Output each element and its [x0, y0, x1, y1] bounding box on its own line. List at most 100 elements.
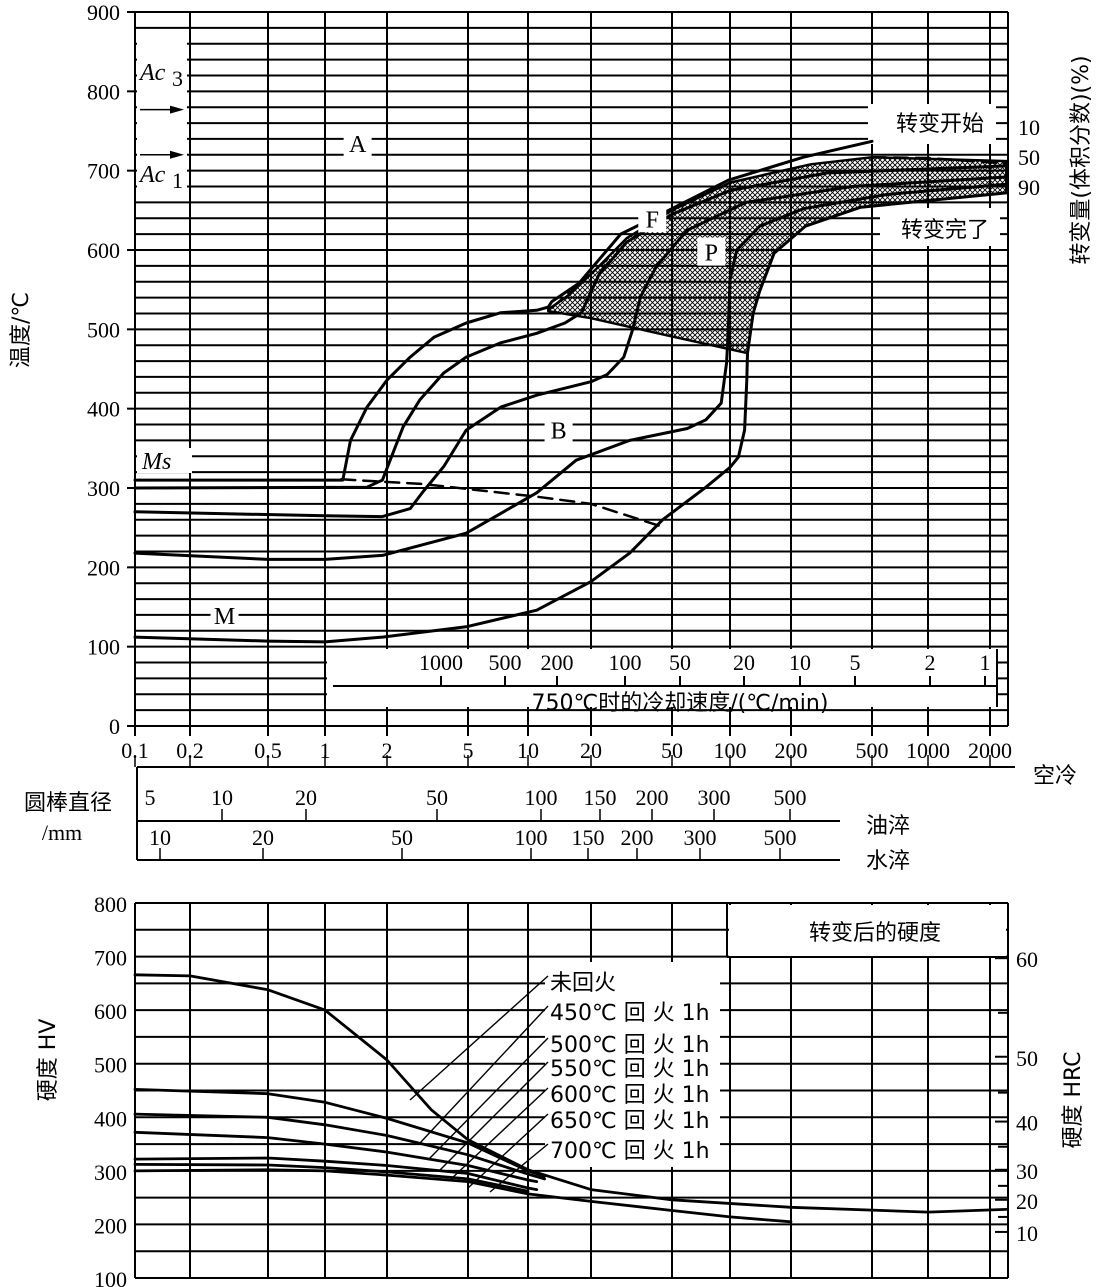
- region-label-M: M: [214, 604, 235, 630]
- series-line-curve-2: [133, 164, 1008, 490]
- percent-label: 90: [1018, 175, 1040, 200]
- water-quench-label: 水淬: [866, 849, 910, 874]
- hardness-curve: [133, 973, 1008, 1214]
- region-label-box: [638, 204, 667, 233]
- arrow-right-icon: [170, 150, 184, 159]
- dashed-line-ms-line: [340, 478, 664, 529]
- legend-leader-line: [489, 1143, 549, 1193]
- legend-label-2: 500℃ 回 火 1h: [550, 1033, 710, 1058]
- water-diameter-label: 150: [572, 825, 605, 850]
- y-tick-label: 600: [87, 238, 120, 263]
- oil-diameter-label: 5: [145, 785, 156, 810]
- hrc-tick-label: 40: [1016, 1111, 1038, 1136]
- critical-point-label: Ac: [138, 60, 166, 86]
- cooling-rate-label: 1000: [419, 650, 463, 675]
- legend-label-5: 650℃ 回 火 1h: [550, 1109, 710, 1134]
- hardness-title: 转变后的硬度: [809, 921, 941, 946]
- region-label-A: A: [349, 132, 367, 158]
- y-tick-label: 400: [94, 1106, 127, 1131]
- critical-point-subscript: 1: [172, 168, 183, 193]
- hrc-tick-label: 10: [1016, 1221, 1038, 1246]
- x-tick-label: 2: [382, 738, 393, 763]
- percent-label: 10: [1018, 115, 1040, 140]
- region-label-box: [697, 237, 726, 266]
- legend-leader-line: [449, 1087, 549, 1181]
- hardness-curve: [133, 1130, 539, 1183]
- water-diameter-label: 20: [252, 825, 274, 850]
- region-label-F: F: [646, 207, 659, 233]
- series-line-curve-1: [133, 305, 550, 482]
- region-label-box: [343, 128, 372, 157]
- oil-diameter-label: 500: [774, 785, 807, 810]
- region-label-box: [544, 415, 573, 444]
- legend-leader-line: [409, 975, 549, 1101]
- hardness-curve: [133, 1163, 530, 1193]
- dashed-line-bainite-upper-line: [550, 258, 609, 310]
- right-axis-title: 转变量(体积分数)(%): [1069, 55, 1094, 264]
- region-label-box: [210, 600, 239, 629]
- water-diameter-label: 50: [391, 825, 413, 850]
- region-label-B: B: [551, 418, 567, 444]
- air-cooling-label: 空冷: [1033, 764, 1077, 789]
- legend-label-0: 未回火: [550, 971, 616, 996]
- y-tick-label: 600: [94, 999, 127, 1024]
- critical-point-subscript: 3: [172, 66, 183, 91]
- critical-point-box: [137, 40, 187, 190]
- cooling-rate-label: 5: [850, 650, 861, 675]
- legend-label-1: 450℃ 回 火 1h: [550, 1001, 710, 1026]
- start-label-box: [868, 104, 996, 144]
- oil-diameter-label: 300: [698, 785, 731, 810]
- percent-label: 50: [1018, 145, 1040, 170]
- oil-quench-label: 油淬: [866, 814, 910, 839]
- water-diameter-label: 500: [764, 825, 797, 850]
- y-tick-label: 400: [87, 397, 120, 422]
- legend-label-3: 550℃ 回 火 1h: [550, 1057, 710, 1082]
- hardness-curve: [133, 1156, 539, 1191]
- ms-label-box: [137, 448, 192, 473]
- y-tick-label: 800: [94, 892, 127, 917]
- y-tick-label: 100: [87, 635, 120, 660]
- hrc-tick-label: 50: [1016, 1046, 1038, 1071]
- x-tick-label: 50: [661, 738, 683, 763]
- cooling-rate-title: 750℃时的冷却速度/(℃/min): [532, 691, 829, 716]
- bar-diameter-label: 圆棒直径: [24, 791, 112, 816]
- hardness-curve: [133, 1168, 793, 1224]
- transformation-start-label: 转变开始: [896, 112, 984, 137]
- critical-point-label: Ac: [138, 162, 166, 188]
- transformation-finish-label: 转变完了: [901, 218, 989, 243]
- oil-diameter-label: 20: [295, 785, 317, 810]
- y-tick-label: 900: [87, 0, 120, 25]
- series-line-curve-5: [133, 191, 1008, 644]
- water-diameter-label: 200: [621, 825, 654, 850]
- water-diameter-label: 10: [149, 825, 171, 850]
- y-tick-label: 200: [94, 1213, 127, 1238]
- title-box: [729, 905, 1006, 956]
- legend-label-6: 700℃ 回 火 1h: [550, 1139, 710, 1164]
- hrc-tick-label: 20: [1016, 1189, 1038, 1214]
- cooling-rate-label: 200: [541, 650, 574, 675]
- y-tick-label: 300: [87, 476, 120, 501]
- legend-leader-line: [419, 1005, 549, 1144]
- y-tick-label: 700: [87, 159, 120, 184]
- hardness-curve: [133, 1088, 546, 1178]
- y-tick-label: 100: [94, 1267, 127, 1287]
- x-tick-label: 1: [320, 738, 331, 763]
- legend-leader-line: [439, 1061, 549, 1171]
- cooling-rate-label: 2: [925, 650, 936, 675]
- hardness-curve: [133, 1112, 546, 1181]
- y-tick-label: 500: [94, 1053, 127, 1078]
- oil-diameter-label: 100: [525, 785, 558, 810]
- oil-diameter-label: 200: [636, 785, 669, 810]
- hrc-tick-label: 30: [1016, 1159, 1038, 1184]
- y-axis-title: 硬度 HV: [36, 1019, 61, 1102]
- region-label-P: P: [705, 241, 718, 267]
- y-tick-label: 200: [87, 555, 120, 580]
- oil-diameter-label: 50: [426, 785, 448, 810]
- legend-leader-line: [467, 1113, 549, 1189]
- cooling-rate-label: 500: [489, 650, 522, 675]
- legend-leader-line: [427, 1037, 549, 1161]
- cooling-rate-box: [327, 649, 997, 707]
- x-tick-label: 5: [463, 738, 474, 763]
